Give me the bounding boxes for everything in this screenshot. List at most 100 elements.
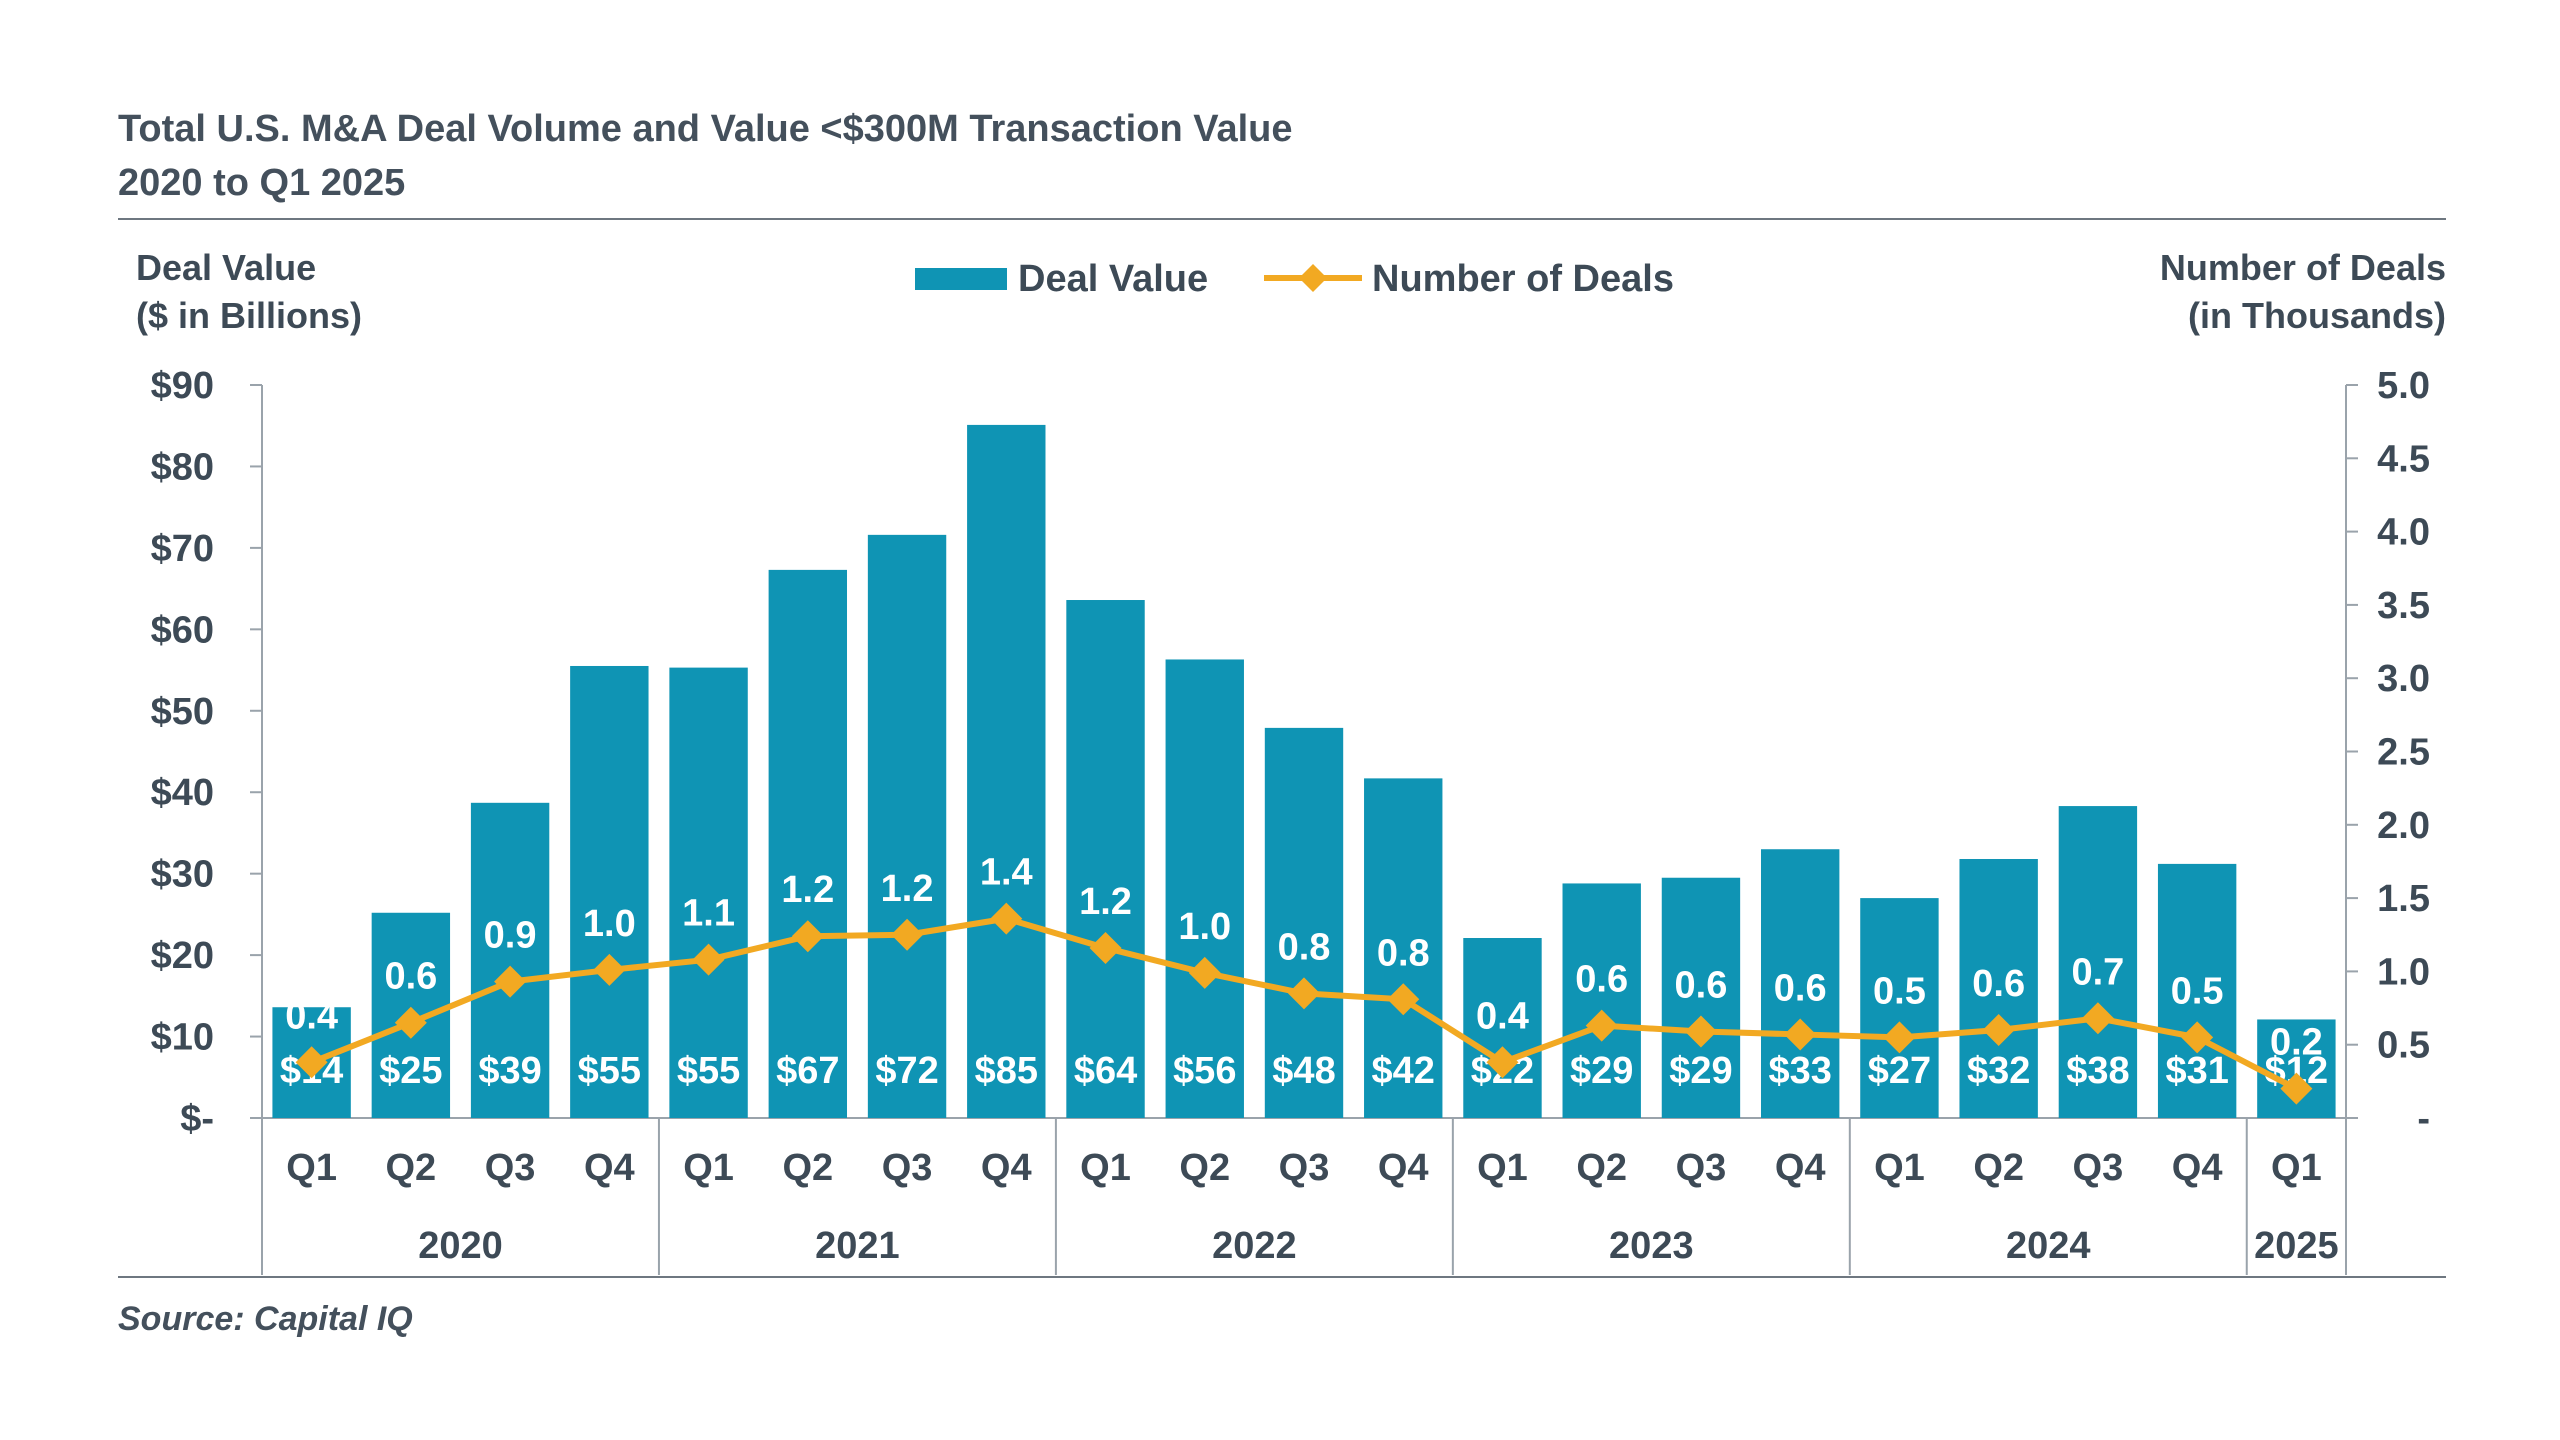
right-axis-title-line2: (in Thousands) bbox=[2188, 295, 2446, 336]
bar-value-label: $64 bbox=[1074, 1050, 1137, 1092]
x-tick-label-quarter: Q3 bbox=[1279, 1147, 1330, 1189]
legend-label-deal-value: Deal Value bbox=[1018, 258, 1208, 300]
bar-value-label: $48 bbox=[1272, 1050, 1335, 1092]
legend-label-number-of-deals: Number of Deals bbox=[1372, 258, 1674, 300]
point-number-of-deals bbox=[1288, 977, 1320, 1010]
x-tick-label-quarter: Q3 bbox=[2073, 1147, 2124, 1189]
bar-deal-value bbox=[1066, 600, 1145, 1118]
point-number-of-deals bbox=[1684, 1015, 1717, 1048]
line-value-label: 0.4 bbox=[1476, 995, 1529, 1037]
x-group-label-year: 2021 bbox=[815, 1225, 900, 1267]
source-note: Source: Capital IQ bbox=[118, 1300, 413, 1338]
x-tick-label-quarter: Q2 bbox=[1576, 1147, 1627, 1189]
chart-title-line1: Total U.S. M&A Deal Volume and Value <$3… bbox=[118, 108, 1293, 150]
x-group-label-year: 2025 bbox=[2254, 1225, 2339, 1267]
x-tick-label-quarter: Q3 bbox=[882, 1147, 933, 1189]
line-value-label: 0.7 bbox=[2071, 951, 2124, 993]
bar-value-label: $29 bbox=[1669, 1050, 1732, 1092]
chart-title: Total U.S. M&A Deal Volume and Value <$3… bbox=[118, 102, 1293, 210]
x-tick-label-quarter: Q4 bbox=[2172, 1147, 2223, 1189]
point-number-of-deals bbox=[1486, 1046, 1519, 1079]
line-value-label: 1.0 bbox=[583, 903, 636, 945]
point-number-of-deals bbox=[1188, 956, 1221, 989]
point-number-of-deals bbox=[2280, 1072, 2313, 1105]
bar-deal-value bbox=[470, 802, 550, 1118]
left-axis-title-line2: ($ in Billions) bbox=[136, 295, 362, 336]
x-tick-label-quarter: Q4 bbox=[584, 1147, 635, 1189]
point-number-of-deals bbox=[891, 918, 924, 951]
legend-swatch-deal-value bbox=[915, 268, 1007, 290]
x-group-label-year: 2020 bbox=[418, 1225, 503, 1267]
left-tick-label: $70 bbox=[151, 528, 214, 570]
point-number-of-deals bbox=[692, 943, 725, 976]
x-tick-label-quarter: Q2 bbox=[1973, 1147, 2024, 1189]
right-tick-label: 4.0 bbox=[2377, 512, 2430, 554]
bar-value-label: $32 bbox=[1967, 1050, 2030, 1092]
bar-deal-value bbox=[1760, 849, 1840, 1118]
line-value-label: 1.4 bbox=[980, 852, 1033, 894]
bar-value-label: $42 bbox=[1372, 1050, 1435, 1092]
point-number-of-deals bbox=[1089, 931, 1122, 964]
bar-deal-value bbox=[1364, 778, 1443, 1118]
left-tick-label: $40 bbox=[151, 772, 214, 814]
point-number-of-deals bbox=[1585, 1009, 1618, 1042]
bar-deal-value bbox=[2058, 806, 2138, 1118]
line-value-label: 0.6 bbox=[1575, 959, 1628, 1001]
bar-deal-value bbox=[967, 424, 1046, 1118]
point-number-of-deals bbox=[990, 902, 1023, 935]
x-group-label-year: 2023 bbox=[1609, 1225, 1694, 1267]
line-value-label: 1.1 bbox=[682, 893, 735, 935]
bar-deal-value bbox=[1860, 898, 1939, 1118]
left-tick-label: $20 bbox=[151, 935, 214, 977]
x-tick-label-quarter: Q1 bbox=[286, 1147, 337, 1189]
left-tick-label: $- bbox=[180, 1098, 214, 1140]
left-tick-label: $10 bbox=[151, 1017, 214, 1059]
x-tick-label-quarter: Q3 bbox=[1676, 1147, 1727, 1189]
x-tick-label-quarter: Q2 bbox=[1179, 1147, 1230, 1189]
bar-value-label: $72 bbox=[875, 1050, 938, 1092]
right-tick-label: 5.0 bbox=[2377, 365, 2430, 407]
left-tick-label: $90 bbox=[151, 365, 214, 407]
x-tick-label-quarter: Q1 bbox=[1874, 1147, 1925, 1189]
bar-deal-value bbox=[768, 569, 848, 1118]
x-tick-label-quarter: Q4 bbox=[1378, 1147, 1429, 1189]
bar-value-label: $85 bbox=[975, 1050, 1038, 1092]
line-value-label: 0.8 bbox=[1278, 926, 1331, 968]
bar-value-label: $67 bbox=[776, 1050, 839, 1092]
x-tick-label-quarter: Q2 bbox=[386, 1147, 437, 1189]
left-axis-title-line1: Deal Value bbox=[136, 247, 316, 288]
right-tick-label: 4.5 bbox=[2377, 438, 2430, 480]
left-tick-label: $80 bbox=[151, 446, 214, 488]
left-tick-label: $50 bbox=[151, 691, 214, 733]
x-tick-label-quarter: Q4 bbox=[1775, 1147, 1826, 1189]
bar-value-label: $27 bbox=[1868, 1050, 1931, 1092]
line-value-label: 0.5 bbox=[2171, 970, 2224, 1012]
bottom-divider bbox=[118, 1276, 2446, 1278]
bar-value-label: $56 bbox=[1173, 1050, 1236, 1092]
bar-value-label: $55 bbox=[677, 1050, 740, 1092]
bar-value-label: $55 bbox=[578, 1050, 641, 1092]
x-group-label-year: 2024 bbox=[2006, 1225, 2091, 1267]
bar-deal-value bbox=[570, 665, 649, 1118]
line-value-label: 0.6 bbox=[1774, 967, 1827, 1009]
bar-deal-value bbox=[669, 667, 748, 1118]
x-group-label-year: 2022 bbox=[1212, 1225, 1297, 1267]
bar-deal-value bbox=[867, 534, 947, 1118]
x-tick-label-quarter: Q3 bbox=[485, 1147, 536, 1189]
bar-deal-value bbox=[1264, 727, 1344, 1118]
bar-deal-value bbox=[1165, 659, 1244, 1118]
bar-value-label: $25 bbox=[379, 1050, 442, 1092]
bar-deal-value bbox=[1562, 883, 1641, 1118]
point-number-of-deals bbox=[2081, 1002, 2114, 1035]
bar-value-label: $29 bbox=[1570, 1050, 1633, 1092]
chart-title-line2: 2020 to Q1 2025 bbox=[118, 162, 406, 204]
point-number-of-deals bbox=[1982, 1014, 2015, 1047]
x-tick-label-quarter: Q1 bbox=[1080, 1147, 1131, 1189]
line-value-label: 1.2 bbox=[1079, 881, 1132, 923]
left-tick-label: $30 bbox=[151, 854, 214, 896]
right-tick-label: - bbox=[2417, 1098, 2430, 1140]
line-value-label: 0.9 bbox=[484, 915, 537, 957]
legend-marker-number-of-deals bbox=[1299, 264, 1327, 292]
right-tick-label: 0.5 bbox=[2377, 1025, 2430, 1067]
